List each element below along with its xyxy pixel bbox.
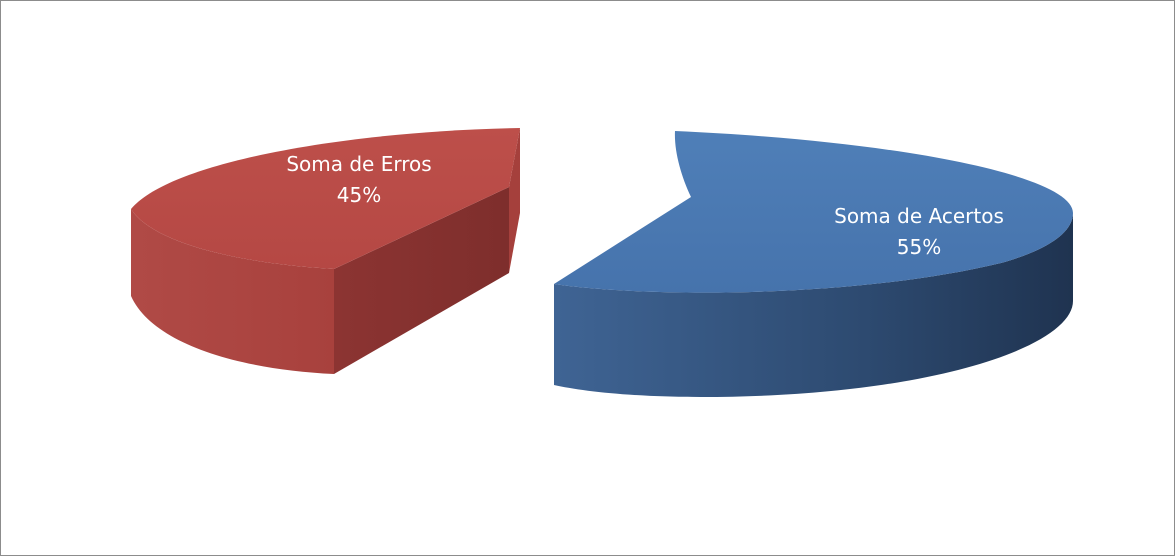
pie-slice-acertos xyxy=(554,131,1073,397)
slice-label-acertos: Soma de Acertos xyxy=(834,204,1004,228)
pie-slice-erros-top xyxy=(131,128,520,269)
pie-slice-erros xyxy=(131,128,520,374)
slice-percent-acertos: 55% xyxy=(897,235,941,259)
pie-slice-acertos-side xyxy=(554,213,1073,397)
slice-percent-erros: 45% xyxy=(337,183,381,207)
pie-slice-erros-side xyxy=(131,209,334,374)
pie-slice-erros-edge xyxy=(509,128,520,273)
pie-slice-acertos-top xyxy=(554,131,1073,293)
pie-slice-erros-cut-face xyxy=(334,187,509,374)
slice-label-erros: Soma de Erros xyxy=(286,152,431,176)
